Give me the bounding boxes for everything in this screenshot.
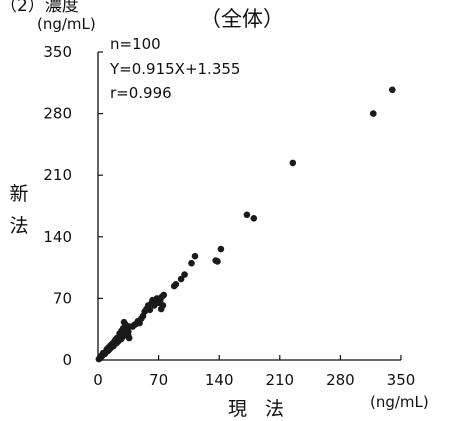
y-axis-label: 新法	[9, 183, 29, 237]
data-point	[243, 211, 251, 219]
y-tick-label: 350	[43, 43, 72, 61]
x-tick-label: 210	[265, 371, 294, 389]
y-axis-unit: (ng/mL)	[37, 15, 96, 33]
data-point	[214, 258, 221, 265]
stat-sample-size: n=100	[110, 35, 161, 53]
data-point	[146, 306, 154, 314]
x-tick-label: 140	[205, 371, 234, 389]
chart-title: （全体）	[200, 7, 284, 31]
data-point	[159, 302, 167, 309]
x-axis-label: 現 法	[228, 398, 291, 420]
x-tick-label: 70	[149, 371, 168, 389]
data-point	[172, 281, 180, 288]
data-point	[188, 259, 195, 267]
data-point	[106, 342, 114, 350]
data-point	[112, 336, 120, 344]
y-tick-label: 0	[62, 351, 72, 369]
stat-regression-equation: Y=0.915X+1.355	[110, 60, 241, 78]
data-point	[177, 275, 185, 283]
stat-correlation: r=0.996	[110, 84, 172, 102]
x-tick-label: 0	[93, 371, 103, 389]
data-point	[191, 252, 199, 260]
data-point	[389, 86, 396, 94]
x-tick-label: 280	[326, 371, 355, 389]
data-point	[181, 271, 188, 278]
y-tick-label: 70	[53, 289, 72, 307]
data-point	[160, 291, 168, 299]
y-tick-label: 140	[43, 228, 72, 246]
data-point	[250, 215, 258, 222]
data-point	[370, 110, 377, 117]
data-point	[125, 334, 133, 342]
data-point	[289, 159, 297, 167]
x-tick-label: 350	[387, 371, 416, 389]
data-point	[99, 349, 107, 357]
header-fragment: （2）濃度	[0, 0, 79, 16]
data-point	[217, 245, 225, 253]
y-tick-label: 280	[43, 105, 72, 123]
data-point	[122, 321, 129, 329]
y-tick-label: 210	[43, 166, 72, 184]
data-point	[134, 318, 142, 325]
x-axis-unit: (ng/mL)	[370, 393, 429, 411]
